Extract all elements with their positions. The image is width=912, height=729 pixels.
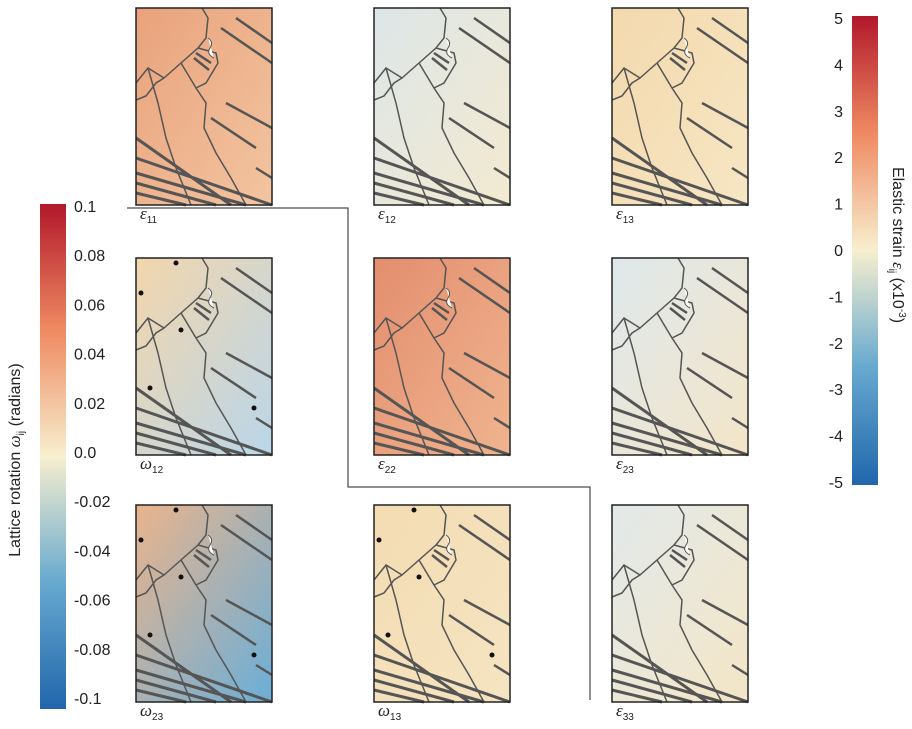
marker-dot [174, 261, 179, 266]
panel-subscript: 22 [385, 465, 397, 476]
map-panel [612, 258, 748, 455]
colorbar-tick-label: -5 [829, 475, 843, 492]
panel-symbol: ω [140, 701, 152, 720]
colorbar-tick-label: -2 [829, 336, 843, 353]
marker-dot [417, 575, 422, 580]
map-image [612, 8, 748, 205]
marker-dot [252, 406, 257, 411]
map-image [374, 258, 510, 455]
map-panel [374, 258, 510, 455]
panel-label: ε11 [140, 204, 158, 226]
colorbar-tick-label: 0.08 [74, 248, 105, 265]
colorbar-tick-label: 5 [834, 11, 843, 28]
strain-title: Elastic strain εij (x10-3) [886, 167, 908, 323]
colorbar-tick-label: -0.02 [74, 494, 111, 511]
map-image [136, 8, 272, 205]
map-panel [136, 505, 272, 702]
rotation-colorbar [40, 204, 66, 709]
colorbar-tick-label: 0.04 [74, 347, 105, 364]
panel-label: ε12 [378, 204, 396, 226]
panel-label: ω23 [140, 701, 164, 723]
panel-label: ε23 [616, 454, 634, 476]
marker-dot [412, 508, 417, 513]
marker-dot [139, 291, 144, 296]
marker-dot [139, 538, 144, 543]
panel-label: ω13 [378, 701, 402, 723]
panel-subscript: 11 [147, 215, 158, 226]
map-image [612, 505, 748, 702]
panel-subscript: 23 [623, 465, 635, 476]
marker-dot [174, 508, 179, 513]
colorbar-tick-label: 2 [834, 150, 843, 167]
marker-dot [179, 328, 184, 333]
colorbar-tick-label: 0.06 [74, 297, 105, 314]
map-panel [612, 8, 748, 205]
panel-label: ω12 [140, 454, 164, 476]
colorbar-tick-label: 0 [834, 243, 843, 260]
panel-label: ε13 [616, 204, 634, 226]
marker-dot [179, 575, 184, 580]
strain-colorbar [852, 16, 878, 485]
map-image [136, 505, 272, 702]
map-panel [374, 505, 510, 702]
colorbar-tick-label: -0.04 [74, 543, 111, 560]
colorbar-tick-label: -1 [829, 289, 843, 306]
colorbar-tick-label: -0.08 [74, 642, 111, 659]
panel-label: ε22 [378, 454, 396, 476]
map-panel [374, 8, 510, 205]
marker-dot [148, 386, 153, 391]
panel-subscript: 13 [390, 712, 402, 723]
colorbar-tick-label: 0.0 [74, 445, 96, 462]
colorbar-tick-label: -4 [829, 429, 843, 446]
colorbar-tick-label: 4 [834, 57, 843, 74]
panel-subscript: 13 [623, 215, 635, 226]
map-image [612, 258, 748, 455]
colorbar-tick-label: 0.02 [74, 396, 105, 413]
panel-label: ε33 [616, 701, 634, 723]
figure: ε11ε12ε13ω12ε22ε23ω23ω13ε33 Lattice rota… [0, 0, 912, 729]
map-panel [612, 505, 748, 702]
colorbar-tick-label: -0.06 [74, 593, 111, 610]
panel-subscript: 23 [152, 712, 164, 723]
marker-dot [148, 633, 153, 638]
marker-dot [490, 653, 495, 658]
colorbar-tick-label: -3 [829, 382, 843, 399]
panel-subscript: 12 [152, 465, 164, 476]
panel-subscript: 12 [385, 215, 397, 226]
colorbar-tick-label: 3 [834, 104, 843, 121]
colorbar-tick-label: 0.1 [74, 199, 96, 216]
map-image [136, 258, 272, 455]
rotation-title: Lattice rotation ωij (radians) [5, 363, 27, 556]
map-panel [136, 8, 272, 205]
panel-symbol: ω [378, 701, 390, 720]
colorbar-tick-label: -0.1 [74, 691, 102, 708]
panel-symbol: ω [140, 454, 152, 473]
map-panel [136, 258, 272, 455]
map-image [374, 505, 510, 702]
marker-dot [377, 538, 382, 543]
panel-subscript: 33 [623, 712, 635, 723]
marker-dot [386, 633, 391, 638]
map-image [374, 8, 510, 205]
marker-dot [252, 653, 257, 658]
colorbar-tick-label: 1 [834, 197, 843, 214]
